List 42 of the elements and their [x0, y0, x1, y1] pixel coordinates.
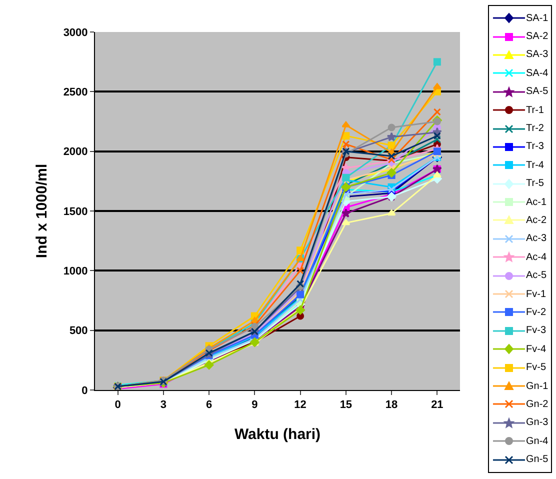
legend-label: Ac-3 [526, 233, 547, 244]
legend-label: Tr-1 [526, 104, 544, 116]
legend-label: Tr-2 [526, 123, 544, 134]
y-tick-label: 500 [69, 325, 88, 338]
legend-label: Gn-4 [526, 436, 548, 447]
legend-label: Tr-5 [526, 178, 544, 190]
legend-label: Ac-2 [526, 214, 547, 226]
x-tick-label: 6 [206, 399, 212, 412]
legend-label: SA-1 [526, 12, 548, 24]
x-tick-label: 18 [385, 399, 398, 412]
y-tick-label: 1500 [63, 206, 88, 218]
legend-label: SA-3 [526, 49, 548, 60]
legend-label: Fv-2 [526, 306, 546, 318]
x-tick-label: 15 [340, 399, 352, 412]
y-tick-label: 2500 [63, 86, 88, 99]
legend-label: SA-5 [526, 86, 548, 98]
legend-label: Gn-3 [526, 417, 548, 428]
x-axis-title: Waktu (hari) [234, 426, 321, 444]
legend-label: Tr-4 [526, 160, 544, 171]
x-tick-label: 21 [431, 399, 444, 412]
legend-label: Ac-4 [526, 252, 547, 263]
legend-label: Ac-5 [526, 270, 547, 282]
y-tick-label: 0 [82, 384, 88, 397]
legend-label: Fv-3 [526, 325, 546, 336]
legend-label: Ac-1 [526, 196, 547, 208]
legend-label: Fv-4 [526, 344, 546, 355]
legend-label: Tr-3 [526, 141, 544, 152]
y-tick-label: 1000 [63, 266, 88, 278]
x-tick-label: 3 [160, 399, 167, 412]
legend-label: SA-4 [526, 68, 548, 79]
legend-label: SA-2 [526, 31, 548, 42]
x-tick-label: 0 [114, 399, 121, 412]
legend-label: Gn-1 [526, 380, 548, 392]
legend-label: Gn-2 [526, 398, 548, 410]
legend-label: Gn-5 [526, 454, 548, 466]
y-axis-title: Ind x 1000/ml [34, 164, 51, 258]
x-tick-label: 12 [294, 399, 306, 412]
y-tick-label: 3000 [63, 26, 88, 39]
legend-label: Fv-5 [526, 362, 546, 374]
y-tick-label: 2000 [63, 146, 88, 158]
x-tick-label: 9 [252, 399, 258, 412]
legend-label: Fv-1 [526, 288, 546, 300]
